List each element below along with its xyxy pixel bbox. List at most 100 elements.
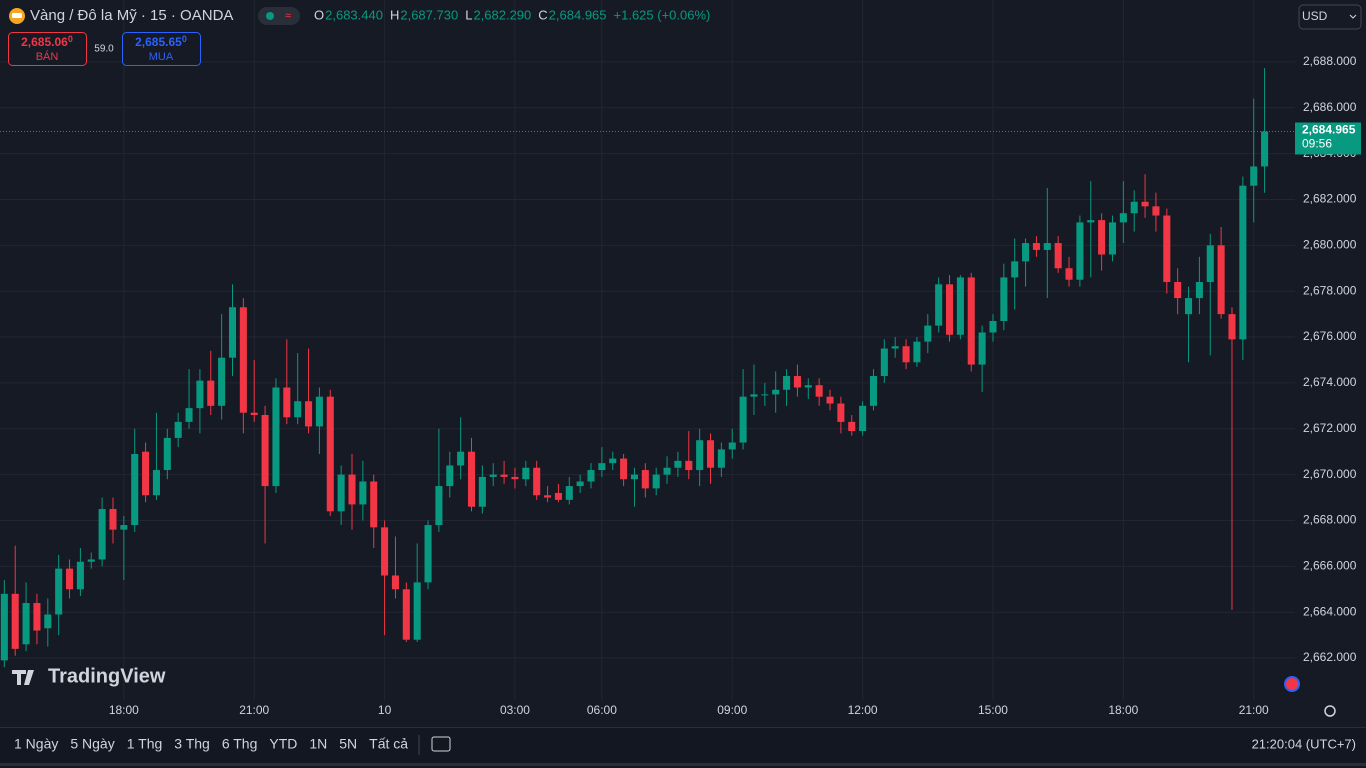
ohlc-value: 2,683.440 — [325, 7, 383, 22]
candle-body — [370, 481, 378, 528]
candle-body — [1098, 220, 1106, 255]
candle-body — [728, 442, 736, 450]
candle-body — [674, 460, 682, 468]
candle-body — [478, 476, 486, 507]
range-button[interactable]: 3 Thg — [174, 736, 210, 752]
candle-body — [1217, 245, 1225, 315]
candle-body — [891, 346, 899, 349]
candle-body — [1163, 215, 1171, 283]
candle-body — [218, 357, 226, 406]
ohlc-value: 2,684.965 — [549, 7, 607, 22]
clock[interactable]: 21:20:04 (UTC+7) — [1252, 736, 1356, 751]
countdown: 09:56 — [1302, 137, 1332, 151]
x-tick-label: 21:00 — [1239, 703, 1269, 717]
candle-body — [1206, 245, 1214, 283]
range-button[interactable]: 1 Ngày — [14, 736, 58, 752]
buy-label[interactable]: MUA — [149, 51, 174, 63]
candle-body — [533, 467, 541, 496]
event-flag[interactable] — [1284, 676, 1300, 692]
candle-body — [783, 376, 791, 390]
sell-button[interactable] — [8, 32, 87, 66]
logo-mark — [12, 670, 34, 685]
buy-price[interactable]: 2,685.650 — [135, 34, 187, 49]
range-button[interactable]: 1 Thg — [127, 736, 163, 752]
candle-body — [630, 474, 638, 480]
buy-price-main[interactable]: 2,685.65 — [135, 35, 182, 49]
candle-body — [1130, 201, 1138, 214]
ohlc-key: H — [390, 7, 399, 22]
candle-body — [294, 401, 302, 418]
candle-body — [98, 509, 106, 560]
candle-body — [641, 470, 649, 489]
candle-body — [1250, 166, 1258, 186]
range-button[interactable]: 5N — [339, 736, 357, 752]
candle-body — [1108, 222, 1117, 255]
candle-body — [609, 458, 617, 464]
candle-body — [348, 474, 356, 505]
candle-body — [924, 325, 932, 342]
sell-label[interactable]: BÁN — [36, 50, 59, 63]
date-range-icon[interactable] — [431, 736, 451, 752]
settings-icon[interactable] — [1324, 705, 1336, 717]
candle-body — [663, 467, 671, 475]
buy-button[interactable] — [122, 32, 201, 66]
range-button[interactable]: 6 Thg — [222, 736, 258, 752]
price-axis — [1295, 0, 1366, 728]
candle-body — [391, 575, 399, 590]
sell-price-digit[interactable]: 0 — [68, 34, 73, 44]
ohlc-value: 2,687.730 — [400, 7, 458, 22]
range-button[interactable]: 1N — [309, 736, 327, 752]
candle-body — [620, 458, 628, 480]
candle-body — [1185, 298, 1193, 315]
candle-body — [1065, 268, 1073, 280]
range-button[interactable]: Tất cả — [369, 736, 408, 752]
last-price-box — [1295, 122, 1361, 155]
candle-body — [489, 474, 497, 477]
candle-body — [457, 451, 465, 466]
delay-icon: ≈ — [285, 10, 291, 22]
candle-body — [1087, 220, 1095, 223]
candle-body — [1141, 201, 1149, 207]
candle-body — [989, 320, 997, 333]
candle-body — [1043, 243, 1051, 250]
candle-body — [326, 396, 334, 512]
currency-select[interactable] — [1298, 4, 1362, 30]
bottom-toolbar — [0, 728, 1366, 768]
candle-body — [120, 525, 128, 530]
candle-body — [424, 525, 432, 583]
candle-body — [935, 284, 943, 326]
candle-body — [272, 387, 280, 487]
x-tick-label: 21:00 — [239, 703, 269, 717]
y-tick-label: 2,686.000 — [1303, 100, 1357, 114]
candle-body — [978, 332, 986, 365]
currency[interactable]: USD — [1302, 9, 1328, 23]
candle-body — [315, 396, 323, 427]
candle-body — [283, 387, 291, 418]
range-button[interactable]: 5 Ngày — [70, 736, 114, 752]
candle-body — [1228, 314, 1236, 340]
candle-body — [33, 603, 41, 631]
x-tick-label: 10 — [378, 703, 392, 717]
candle-body — [793, 376, 801, 388]
y-tick-label: 2,682.000 — [1303, 192, 1357, 206]
sell-price[interactable]: 2,685.060 — [21, 34, 73, 49]
x-tick-label: 06:00 — [587, 703, 617, 717]
y-tick-label: 2,662.000 — [1303, 650, 1357, 664]
candle-body — [402, 589, 410, 640]
x-tick-label: 15:00 — [978, 703, 1008, 717]
logo-text: TradingView — [48, 665, 166, 687]
candle-body — [337, 474, 345, 512]
ohlc-key: L — [465, 7, 472, 22]
buy-price-digit[interactable]: 0 — [182, 34, 187, 44]
range-button[interactable]: YTD — [269, 736, 297, 752]
candle-body — [859, 405, 867, 432]
candle-body — [869, 376, 878, 406]
candle-body — [1152, 206, 1160, 216]
sell-price-main[interactable]: 2,685.06 — [21, 35, 68, 49]
candle-body — [967, 277, 975, 365]
candle-body — [956, 277, 964, 335]
candle-body — [761, 394, 769, 396]
x-tick-label: 09:00 — [717, 703, 747, 717]
status-pill — [258, 7, 300, 25]
